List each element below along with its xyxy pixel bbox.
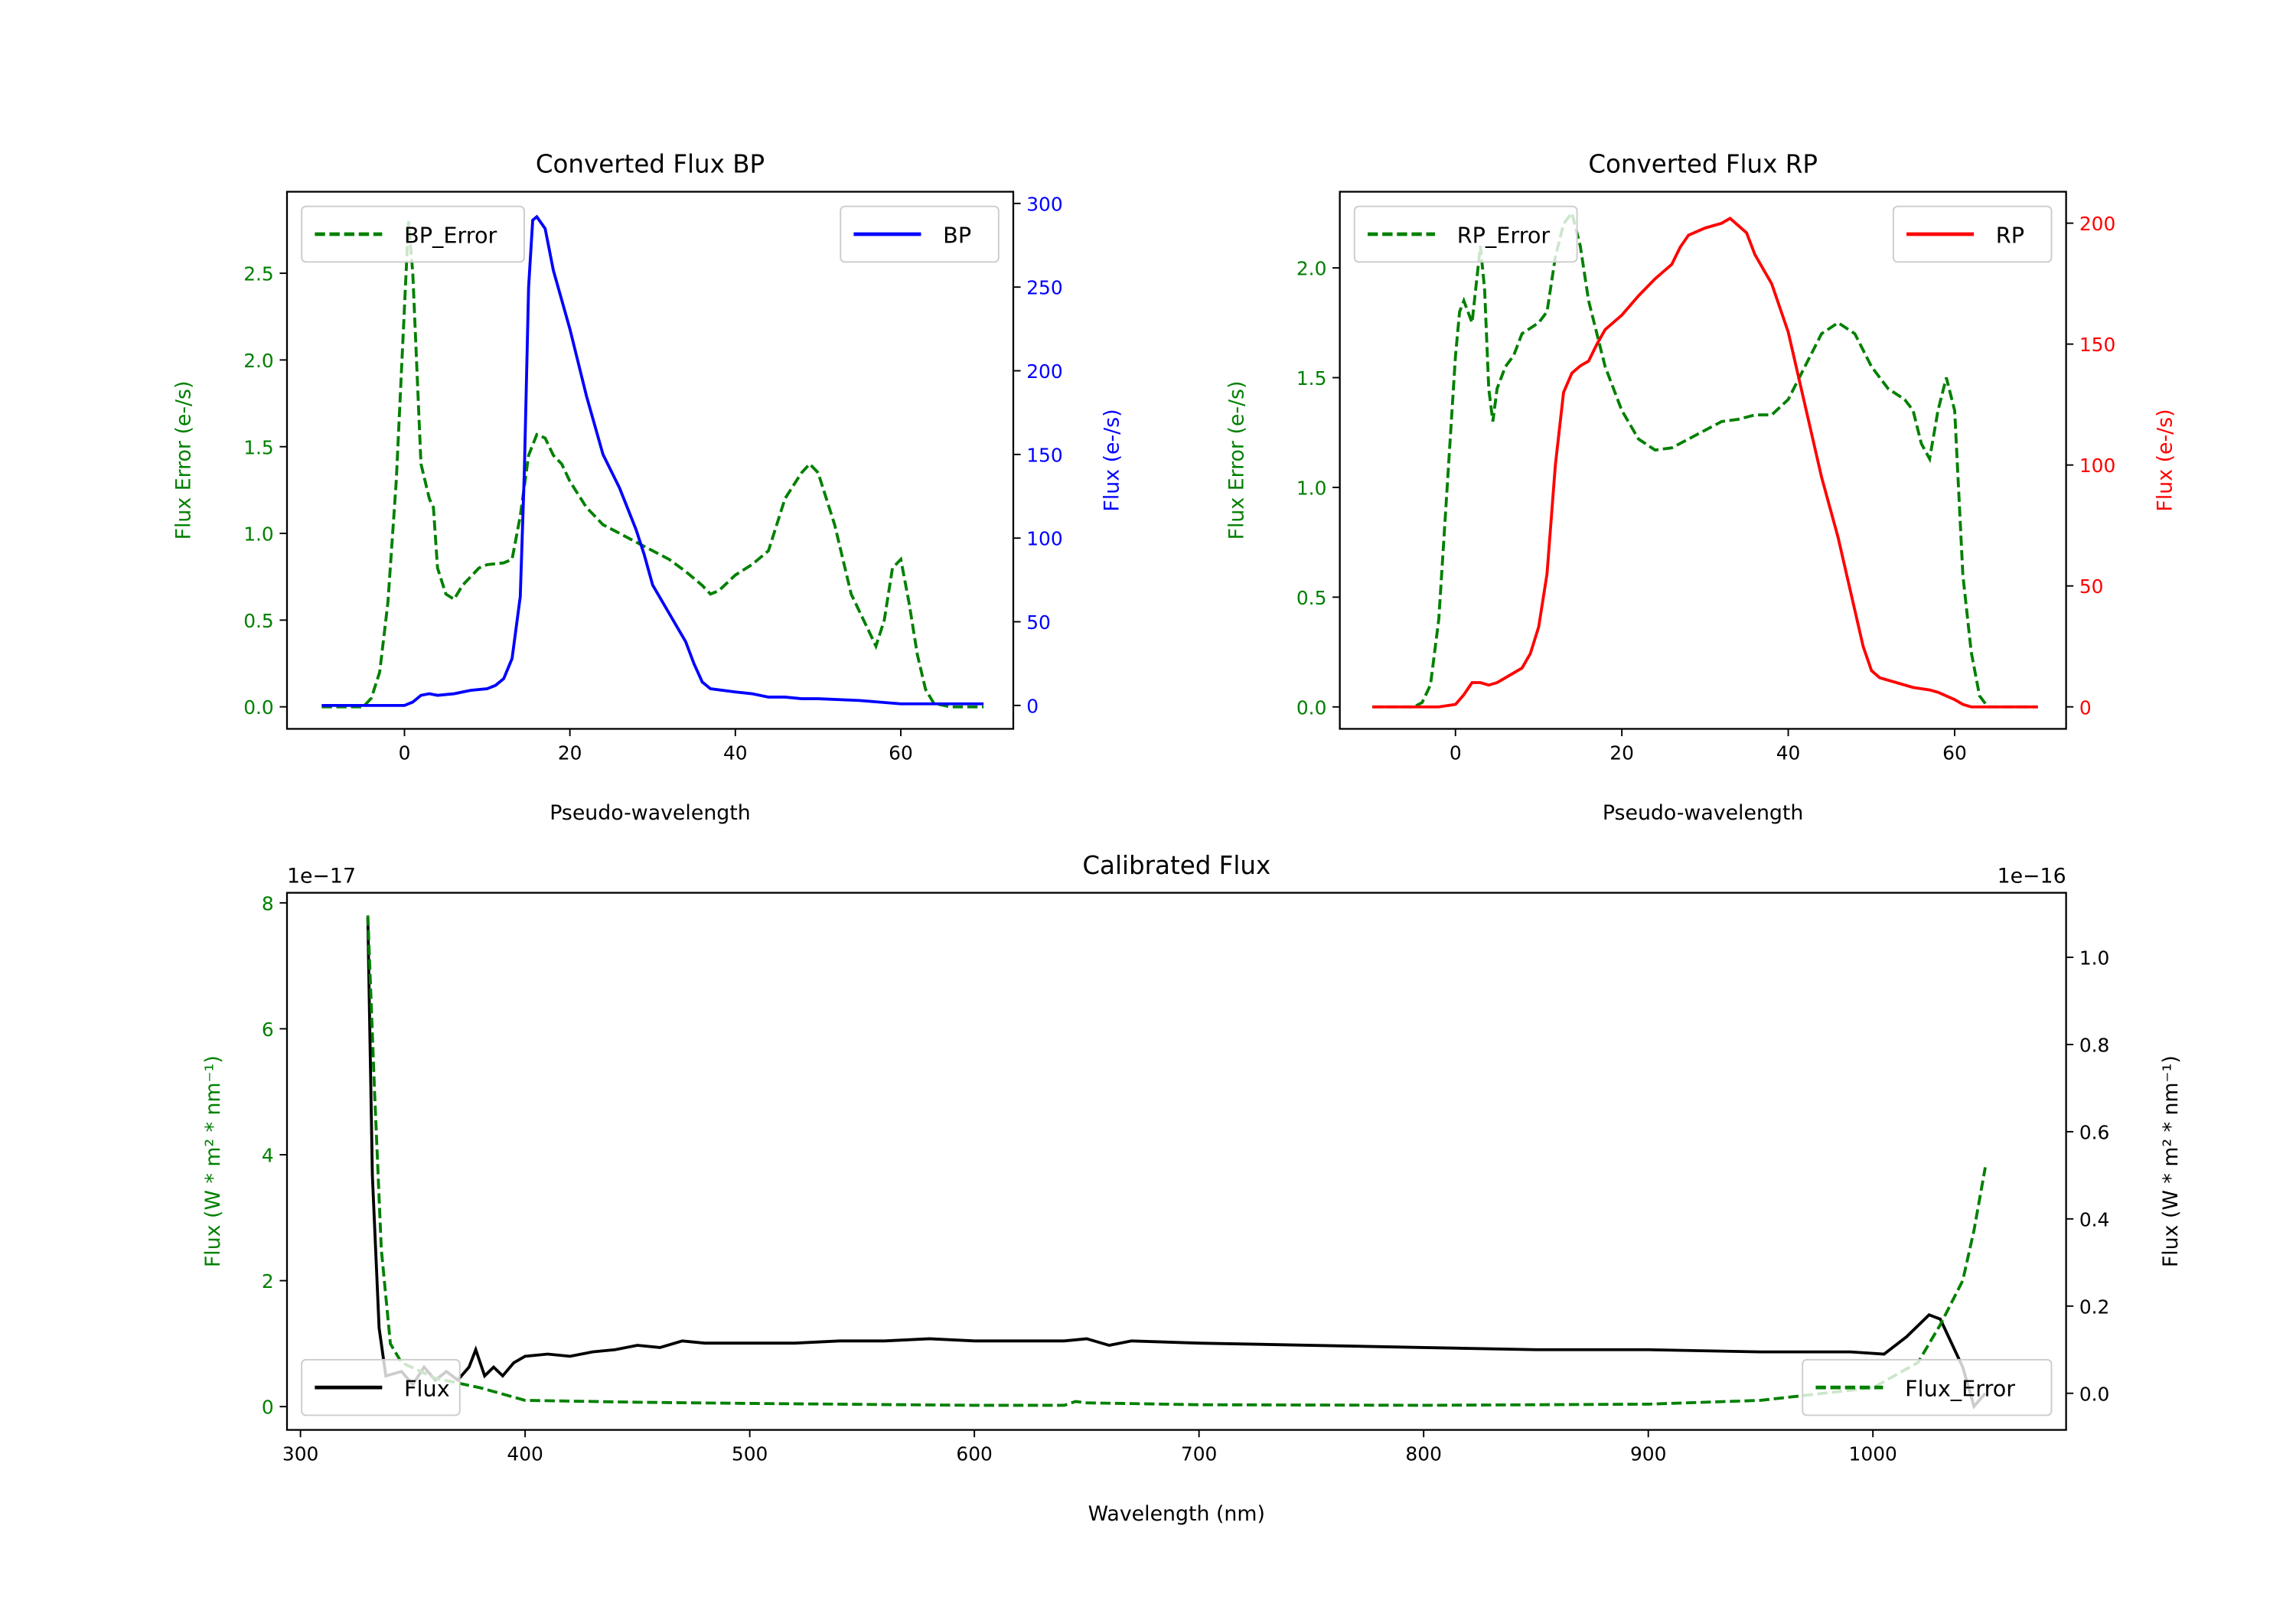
legend-flux: Flux xyxy=(301,1358,461,1416)
x-tick-label: 60 xyxy=(889,742,913,764)
y-tick-label: 0.0 xyxy=(243,696,274,719)
axes-frame xyxy=(285,191,1015,730)
y-tick-label: 2.0 xyxy=(243,350,274,372)
y-right-tick-label: 0.6 xyxy=(2079,1121,2110,1143)
legend-label: RP_Error xyxy=(1457,222,1551,248)
y-tick-label: 0.5 xyxy=(243,610,274,632)
x-axis-label: Pseudo-wavelength xyxy=(550,801,751,825)
y-tick-label: 0.5 xyxy=(1296,587,1327,609)
y-right-tick-label: 1.0 xyxy=(2079,947,2110,970)
y-offset-label: 1e−17 xyxy=(287,864,356,888)
y-right-tick-label: 250 xyxy=(1026,277,1062,299)
x-tick-label: 800 xyxy=(1405,1443,1441,1465)
legend-bp: BP xyxy=(840,205,1000,263)
x-tick-label: 0 xyxy=(399,742,411,764)
y-tick-label: 2.0 xyxy=(1296,258,1327,280)
x-tick-label: 40 xyxy=(1776,742,1801,764)
x-tick-label: 600 xyxy=(956,1443,992,1465)
series-line-bp_error xyxy=(321,220,984,709)
y-axis-label: Flux (W * m² * nm⁻¹) xyxy=(201,1055,225,1267)
y-right-tick-label: 0.2 xyxy=(2079,1296,2110,1318)
y-right-tick-label: 200 xyxy=(2079,213,2115,235)
y-right-tick-label: 200 xyxy=(1026,360,1062,383)
y-tick-label: 6 xyxy=(262,1019,274,1041)
y-tick-label: 4 xyxy=(262,1145,274,1167)
y-right-tick-label: 50 xyxy=(2079,575,2104,598)
x-tick-label: 500 xyxy=(732,1443,768,1465)
y-axis-label: Flux Error (e-/s) xyxy=(172,381,196,540)
y-tick-label: 8 xyxy=(262,892,274,914)
legend-box xyxy=(1802,1358,2053,1416)
chart-title: Calibrated Flux xyxy=(1082,851,1270,880)
y-tick-label: 1.5 xyxy=(243,436,274,458)
series-line-flux xyxy=(366,918,1987,1410)
legend-label: Flux_Error xyxy=(1905,1376,2015,1402)
legend-bp_error: BP_Error xyxy=(301,205,525,263)
y-right-tick-label: 50 xyxy=(1026,611,1051,634)
y-right-tick-label: 150 xyxy=(2079,334,2115,356)
y-tick-label: 0 xyxy=(262,1397,274,1419)
series-line-flux_error xyxy=(366,915,1987,1407)
y-tick-label: 1.5 xyxy=(1296,367,1327,390)
chart-title: Converted Flux RP xyxy=(1588,150,1818,179)
y-right-tick-label: 0.4 xyxy=(2079,1208,2110,1231)
x-tick-label: 0 xyxy=(1450,742,1462,764)
y-right-tick-label: 0 xyxy=(1026,695,1039,717)
chart-1: Converted Flux RP Pseudo-wavelength 0 20 40 6… xyxy=(1225,150,2177,825)
legend-label: Flux xyxy=(404,1376,450,1402)
x-tick-label: 700 xyxy=(1181,1443,1217,1465)
y-right-tick-label: 100 xyxy=(1026,528,1062,550)
y-right-tick-label: 300 xyxy=(1026,193,1062,215)
y-right-tick-label: 0.8 xyxy=(2079,1035,2110,1057)
y-right-tick-label: 0 xyxy=(2079,696,2092,719)
x-tick-label: 1000 xyxy=(1849,1443,1897,1465)
x-axis-label: Pseudo-wavelength xyxy=(1603,801,1804,825)
y-right-tick-label: 0.0 xyxy=(2079,1383,2110,1405)
x-tick-label: 400 xyxy=(507,1443,543,1465)
y-tick-label: 1.0 xyxy=(243,523,274,546)
x-tick-label: 60 xyxy=(1942,742,1967,764)
x-tick-label: 300 xyxy=(282,1443,318,1465)
chart-0: Converted Flux BP Pseudo-wavelength 0 20 40 6… xyxy=(172,150,1124,825)
x-tick-label: 40 xyxy=(723,742,748,764)
y-axis-label: Flux Error (e-/s) xyxy=(1225,381,1248,540)
legend-box xyxy=(301,205,525,263)
y-tick-label: 2.5 xyxy=(243,263,274,285)
y-tick-label: 1.0 xyxy=(1296,477,1327,499)
y-tick-label: 0.0 xyxy=(1296,696,1327,719)
x-tick-label: 20 xyxy=(1609,742,1634,764)
x-axis-label: Wavelength (nm) xyxy=(1088,1502,1265,1526)
y-tick-label: 2 xyxy=(262,1270,274,1292)
axes-frame xyxy=(1339,191,2067,730)
x-tick-label: 20 xyxy=(558,742,582,764)
legend-rp: RP xyxy=(1892,205,2053,263)
x-tick-label: 900 xyxy=(1630,1443,1666,1465)
y-right-axis-label: Flux (W * m² * nm⁻¹) xyxy=(2159,1055,2183,1267)
legend-flux_error: Flux_Error xyxy=(1802,1358,2053,1416)
legend-rp_error: RP_Error xyxy=(1353,205,1578,263)
series-line-rp_error xyxy=(1372,209,2038,709)
chart-title: Converted Flux BP xyxy=(536,150,765,179)
axes-frame xyxy=(285,892,2067,1431)
series-line-rp xyxy=(1372,217,2038,709)
y-right-tick-label: 150 xyxy=(1026,444,1062,466)
y-right-axis-label: Flux (e-/s) xyxy=(1101,409,1124,511)
legend-label: BP xyxy=(943,222,971,248)
series-line-bp xyxy=(321,214,984,707)
y-right-tick-label: 100 xyxy=(2079,455,2115,477)
legend-box xyxy=(1353,205,1578,263)
y-right-axis-label: Flux (e-/s) xyxy=(2153,409,2177,511)
y-right-offset-label: 1e−16 xyxy=(1998,864,2066,888)
legend-label: BP_Error xyxy=(404,222,497,248)
chart-2: Calibrated Flux Wavelength (nm) 300 400 500 6… xyxy=(201,851,2183,1526)
legend-label: RP xyxy=(1996,222,2024,248)
